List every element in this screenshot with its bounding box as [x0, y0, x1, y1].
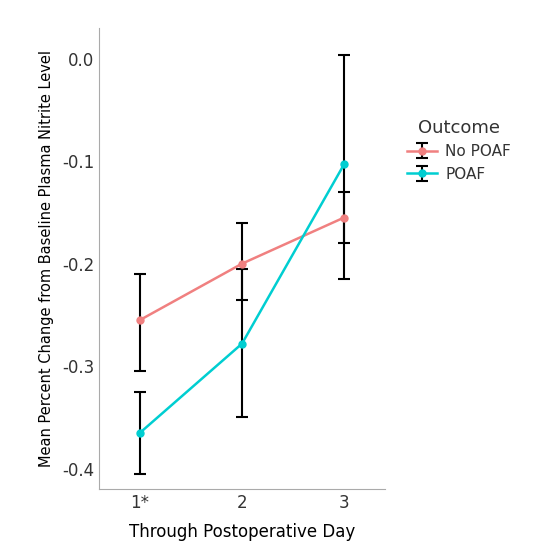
Y-axis label: Mean Percent Change from Baseline Plasma Nitrite Level: Mean Percent Change from Baseline Plasma… — [39, 50, 53, 467]
X-axis label: Through Postoperative Day: Through Postoperative Day — [129, 523, 355, 541]
Legend: No POAF, POAF: No POAF, POAF — [407, 118, 511, 182]
